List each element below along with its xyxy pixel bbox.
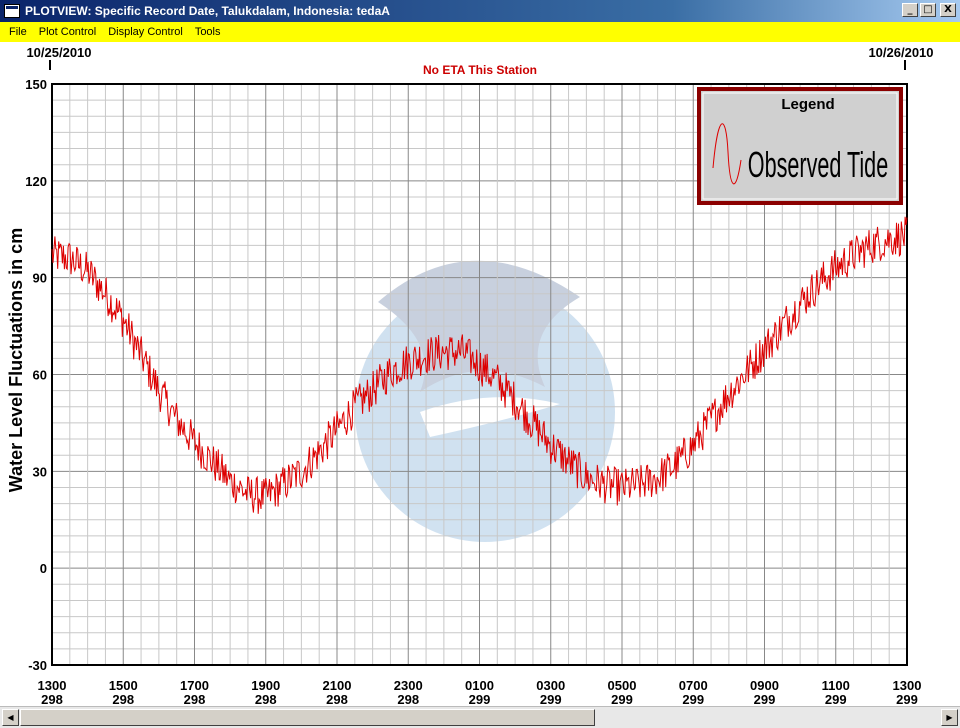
start-date-label: 10/25/2010 bbox=[26, 45, 91, 60]
x-tick-day-label: 299 bbox=[469, 692, 491, 706]
maximize-button[interactable]: □ bbox=[920, 3, 936, 17]
title-bar: PLOTVIEW: Specific Record Date, Talukdal… bbox=[0, 0, 960, 22]
y-tick-label: 90 bbox=[33, 271, 47, 286]
y-tick-label: 150 bbox=[25, 77, 47, 92]
x-tick-time-label: 1700 bbox=[180, 678, 209, 693]
x-tick-day-label: 298 bbox=[397, 692, 419, 706]
y-tick-label: 0 bbox=[40, 561, 47, 576]
x-tick-day-label: 299 bbox=[825, 692, 847, 706]
scroll-left-arrow-icon[interactable]: ◀ bbox=[2, 709, 19, 726]
menu-plot-control[interactable]: Plot Control bbox=[38, 26, 97, 38]
menu-display-control[interactable]: Display Control bbox=[108, 26, 183, 38]
x-tick-time-label: 0900 bbox=[750, 678, 779, 693]
y-tick-label: 60 bbox=[33, 368, 47, 383]
end-date-label: 10/26/2010 bbox=[868, 45, 933, 60]
y-tick-label: 30 bbox=[33, 464, 47, 479]
observed-tide-series-line bbox=[51, 216, 908, 514]
x-tick-time-label: 1100 bbox=[822, 678, 850, 693]
legend-series-swatch bbox=[712, 123, 742, 185]
x-tick-day-label: 299 bbox=[611, 692, 633, 706]
x-tick-day-label: 299 bbox=[754, 692, 776, 706]
menu-file[interactable]: File bbox=[9, 26, 27, 38]
scroll-thumb[interactable] bbox=[20, 709, 595, 726]
window-title: PLOTVIEW: Specific Record Date, Talukdal… bbox=[25, 4, 390, 18]
x-tick-day-label: 299 bbox=[896, 692, 918, 706]
menu-bar: File Plot Control Display Control Tools bbox=[0, 22, 960, 42]
y-axis-title: Water Level Fluctuations in cm bbox=[6, 228, 26, 492]
x-tick-day-label: 299 bbox=[682, 692, 704, 706]
plot-frame bbox=[51, 83, 908, 666]
menu-tools[interactable]: Tools bbox=[194, 26, 221, 38]
eta-note: No ETA This Station bbox=[423, 63, 537, 77]
plot-area[interactable]: 150 120 90 60 30 0 -30 1300 298 1500 298 1700 298 19… bbox=[0, 42, 960, 706]
x-tick-day-label: 299 bbox=[540, 692, 562, 706]
close-button[interactable]: X bbox=[940, 3, 956, 17]
x-tick-time-label: 0700 bbox=[679, 678, 708, 693]
x-tick-time-label: 1300 bbox=[38, 678, 67, 693]
legend[interactable]: Legend Observed Tide bbox=[697, 87, 903, 205]
x-tick-day-label: 298 bbox=[41, 692, 63, 706]
x-tick-time-label: 0500 bbox=[608, 678, 637, 693]
legend-title: Legend bbox=[781, 96, 834, 113]
y-tick-label: 120 bbox=[25, 174, 47, 189]
x-tick-time-label: 2300 bbox=[394, 678, 423, 693]
y-axis-ticks: 150 120 90 60 30 0 -30 bbox=[25, 77, 47, 673]
x-tick-time-label: 1900 bbox=[251, 678, 280, 693]
x-tick-time-label: 2100 bbox=[323, 678, 352, 693]
x-tick-time-label: 0300 bbox=[536, 678, 565, 693]
x-tick-day-label: 298 bbox=[184, 692, 206, 706]
x-tick-day-label: 298 bbox=[255, 692, 277, 706]
x-tick-day-label: 298 bbox=[112, 692, 134, 706]
x-axis-ticks: 1300298150029817002981900298210029823002… bbox=[38, 678, 922, 706]
x-tick-day-label: 298 bbox=[326, 692, 348, 706]
noaa-watermark-logo bbox=[355, 260, 615, 542]
series-layer bbox=[51, 216, 908, 514]
minimize-button[interactable]: _ bbox=[902, 3, 918, 17]
x-tick-time-label: 1500 bbox=[109, 678, 138, 693]
horizontal-scrollbar[interactable]: ◀ ▶ bbox=[0, 706, 960, 728]
x-tick-time-label: 0100 bbox=[465, 678, 494, 693]
legend-series-label: Observed Tide bbox=[748, 145, 888, 185]
app-icon bbox=[4, 4, 20, 18]
scroll-right-arrow-icon[interactable]: ▶ bbox=[941, 709, 958, 726]
x-tick-time-label: 1300 bbox=[893, 678, 922, 693]
y-tick-label: -30 bbox=[28, 658, 47, 673]
